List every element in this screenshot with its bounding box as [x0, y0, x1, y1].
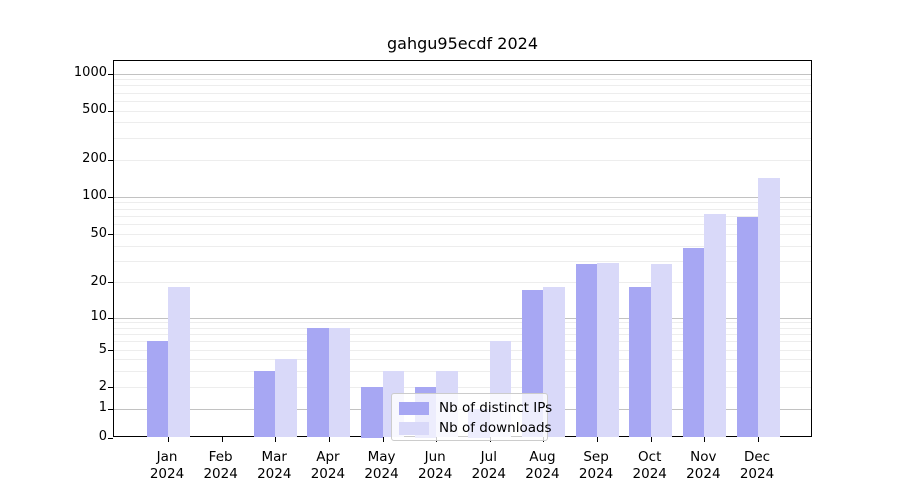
- y-tick-label: 100: [82, 188, 107, 203]
- minor-gridline: [114, 341, 811, 343]
- x-tick-mark: [275, 436, 277, 442]
- minor-gridline: [114, 202, 811, 204]
- y-tick-mark: [108, 437, 113, 439]
- x-tick-mark: [168, 436, 169, 442]
- minor-gridline: [114, 282, 811, 283]
- y-tick-mark: [108, 159, 113, 161]
- x-tick-mark: [382, 436, 384, 442]
- bar-downloads-nov: [704, 213, 726, 438]
- minor-gridline: [114, 215, 811, 217]
- y-tick-label: 1: [98, 400, 107, 415]
- x-tick-label: Aug 2024: [525, 449, 560, 482]
- y-tick-label: 10: [90, 309, 107, 324]
- minor-gridline: [114, 208, 811, 210]
- bar-downloads-aug: [543, 287, 565, 438]
- legend: Nb of distinct IPs Nb of downloads: [391, 393, 552, 441]
- y-tick-label: 1000: [73, 65, 107, 80]
- bar-distinct-ips-may: [361, 387, 383, 438]
- x-tick-label: Feb 2024: [203, 449, 238, 482]
- bar-downloads-mar: [275, 359, 297, 438]
- minor-gridline: [114, 322, 811, 324]
- minor-gridline: [114, 85, 811, 87]
- bar-downloads-dec: [758, 178, 780, 438]
- minor-gridline: [114, 110, 811, 112]
- chart-title: gahgu95ecdf 2024: [387, 34, 538, 53]
- x-tick-mark: [650, 436, 652, 442]
- x-tick-label: May 2024: [364, 449, 399, 482]
- legend-swatch-downloads-icon: [399, 421, 429, 435]
- y-tick-mark: [108, 387, 113, 388]
- minor-gridline: [114, 92, 811, 94]
- bar-distinct-ips-apr: [307, 327, 329, 438]
- bar-downloads-apr: [328, 327, 351, 438]
- bar-downloads-sep: [597, 262, 619, 438]
- y-tick-mark: [108, 282, 113, 283]
- minor-gridline: [114, 137, 811, 139]
- bar-distinct-ips-dec: [736, 217, 758, 438]
- minor-gridline: [114, 327, 811, 329]
- y-tick-label: 500: [82, 102, 107, 117]
- x-tick-label: Jul 2024: [471, 449, 506, 482]
- bar-downloads-jan: [168, 287, 190, 438]
- legend-label-downloads: Nb of downloads: [439, 420, 552, 436]
- plot-area: [108, 60, 812, 442]
- x-tick-mark: [758, 436, 759, 442]
- minor-gridline: [114, 159, 811, 161]
- x-tick-label: Mar 2024: [257, 449, 292, 482]
- major-gridline: [114, 317, 811, 319]
- minor-gridline: [114, 100, 811, 102]
- x-tick-label: Dec 2024: [739, 449, 775, 482]
- x-tick-mark: [221, 436, 223, 442]
- bar-downloads-oct: [650, 264, 673, 438]
- minor-gridline: [114, 334, 811, 336]
- bar-distinct-ips-oct: [629, 287, 651, 438]
- x-tick-label: Apr 2024: [310, 449, 346, 482]
- y-tick-mark: [108, 234, 113, 235]
- major-gridline: [114, 73, 811, 75]
- minor-gridline: [114, 260, 811, 262]
- y-tick-label: 0: [98, 429, 107, 444]
- y-tick-mark: [108, 73, 113, 75]
- x-tick-label: Jun 2024: [417, 449, 453, 482]
- bar-distinct-ips-mar: [253, 370, 276, 438]
- minor-gridline: [114, 350, 811, 351]
- legend-row-downloads: Nb of downloads: [392, 418, 552, 438]
- bar-distinct-ips-nov: [682, 248, 705, 438]
- x-tick-label: Nov 2024: [686, 449, 721, 482]
- legend-swatch-distinct-ips-icon: [399, 401, 429, 415]
- minor-gridline: [114, 370, 811, 372]
- legend-label-distinct-ips: Nb of distinct IPs: [439, 400, 553, 416]
- x-tick-label: Sep 2024: [578, 449, 614, 482]
- minor-gridline: [114, 234, 811, 235]
- minor-gridline: [114, 359, 811, 360]
- y-tick-mark: [108, 110, 113, 112]
- minor-gridline: [114, 387, 811, 388]
- minor-gridline: [114, 245, 811, 247]
- y-tick-label: 200: [82, 151, 107, 166]
- bar-distinct-ips-jan: [146, 341, 168, 438]
- minor-gridline: [114, 224, 811, 226]
- y-tick-label: 50: [90, 225, 107, 241]
- x-tick-mark: [704, 436, 706, 442]
- x-tick-label: Oct 2024: [632, 449, 667, 482]
- bar-distinct-ips-sep: [575, 264, 598, 438]
- x-tick-label: Jan 2024: [149, 449, 185, 482]
- minor-gridline: [114, 122, 811, 124]
- y-tick-label: 20: [90, 273, 107, 289]
- x-tick-mark: [597, 436, 599, 442]
- y-tick-mark: [108, 350, 113, 351]
- legend-row-distinct-ips: Nb of distinct IPs: [392, 398, 552, 418]
- x-tick-mark: [328, 436, 330, 442]
- y-tick-mark: [108, 196, 113, 198]
- y-tick-label: 5: [98, 341, 107, 357]
- y-tick-mark: [108, 317, 113, 319]
- major-gridline: [114, 196, 811, 198]
- y-tick-label: 2: [98, 378, 107, 394]
- y-tick-mark: [108, 408, 113, 410]
- minor-gridline: [114, 79, 811, 81]
